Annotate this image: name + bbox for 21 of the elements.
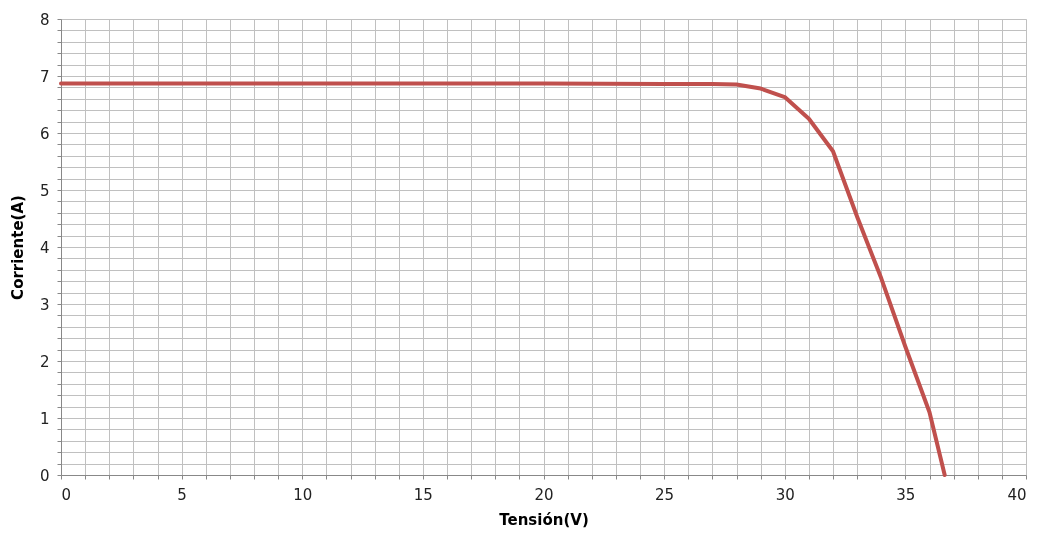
y-tick-label: 4 — [39, 238, 50, 257]
x-tick-label: 10 — [293, 485, 313, 504]
x-tick-label: 20 — [534, 485, 554, 504]
y-tick-label: 6 — [39, 124, 50, 143]
x-tick-label: 0 — [61, 485, 72, 504]
y-tick-label: 8 — [39, 10, 50, 29]
x-tick-label: 40 — [1007, 485, 1027, 504]
x-tick-label: 30 — [775, 485, 795, 504]
x-tick-label: 25 — [655, 485, 675, 504]
y-tick-label: 5 — [39, 181, 50, 200]
y-tick-label: 0 — [39, 466, 50, 485]
y-axis-title: Corriente(A) — [8, 195, 27, 300]
x-axis-title: Tensión(V) — [499, 510, 589, 529]
x-tick-label: 15 — [413, 485, 433, 504]
x-tick-label: 35 — [896, 485, 916, 504]
x-tick-label: 5 — [177, 485, 187, 504]
y-tick-label: 2 — [39, 352, 50, 371]
line-series — [59, 81, 947, 477]
y-tick-label: 1 — [39, 409, 50, 428]
y-tick-label: 3 — [39, 295, 50, 314]
y-tick-label: 7 — [39, 67, 50, 86]
